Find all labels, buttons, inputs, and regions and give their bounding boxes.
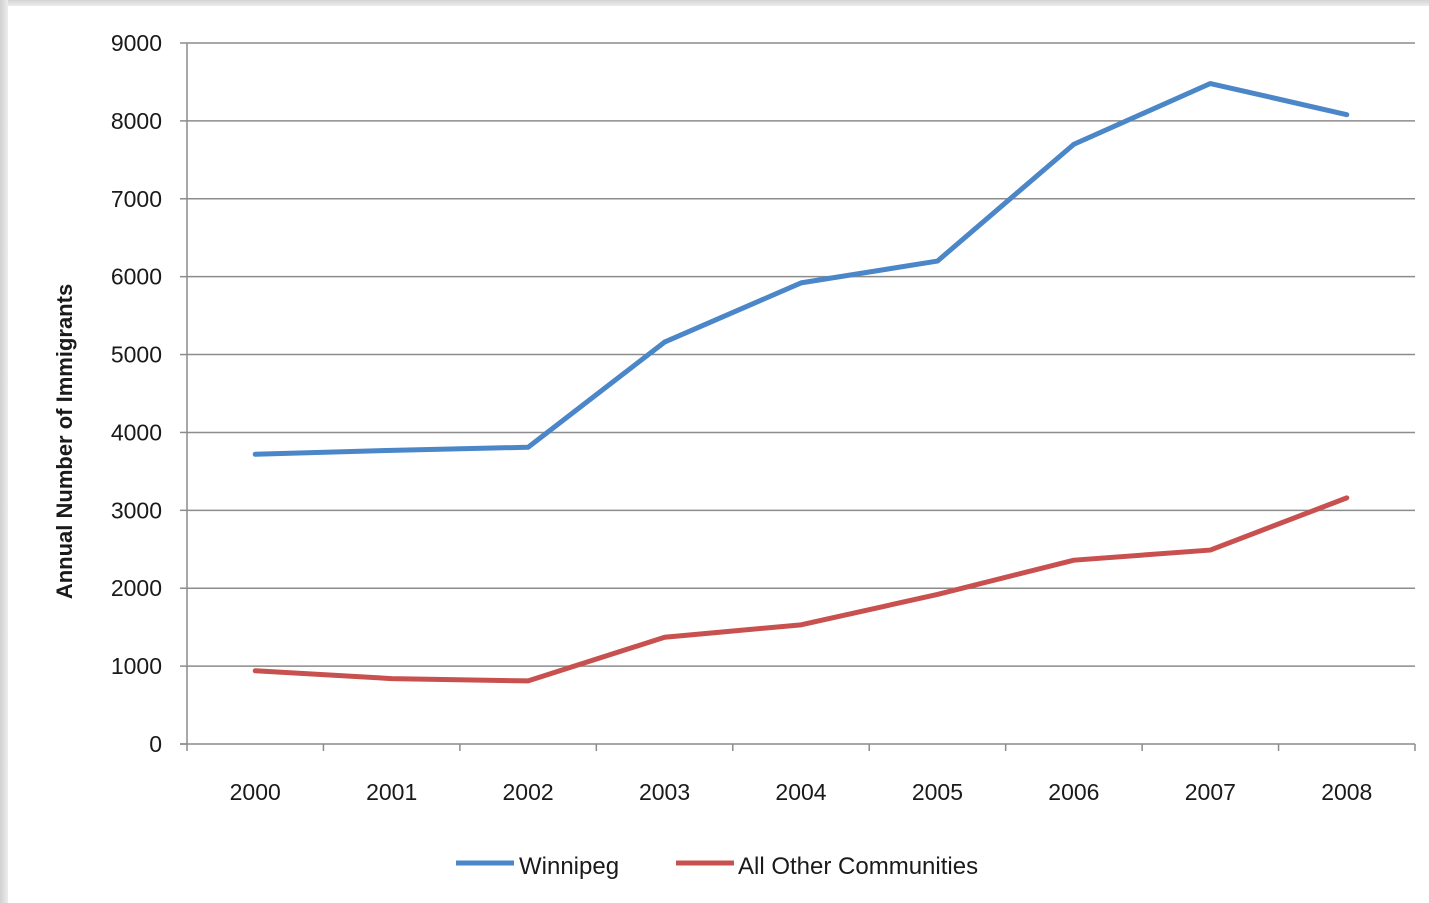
y-tick-label: 0 — [149, 731, 162, 757]
y-tick-label: 5000 — [111, 342, 162, 368]
x-tick-label: 2003 — [639, 779, 690, 805]
y-tick-label: 2000 — [111, 575, 162, 601]
legend-label-1: All Other Communities — [738, 853, 978, 880]
x-tick-label: 2007 — [1185, 779, 1236, 805]
x-tick-label: 2006 — [1048, 779, 1099, 805]
series-line-1 — [252, 495, 1350, 684]
x-tick-label: 2001 — [366, 779, 417, 805]
y-tick-label: 8000 — [111, 108, 162, 134]
legend-label-0: Winnipeg — [519, 853, 619, 880]
y-tick-label: 4000 — [111, 419, 162, 445]
y-tick-label: 7000 — [111, 186, 162, 212]
x-tick-label: 2005 — [912, 779, 963, 805]
x-tick-label: 2004 — [775, 779, 826, 805]
series-lines — [252, 81, 1350, 684]
gridlines — [187, 42, 1415, 667]
y-tick-label: 9000 — [111, 30, 162, 56]
y-tick-label: 6000 — [111, 264, 162, 290]
y-axis-title: Annual Number of Immigrants — [52, 284, 77, 599]
x-tick-label: 2000 — [230, 779, 281, 805]
y-tick-label: 3000 — [111, 497, 162, 523]
x-tick-label: 2002 — [503, 779, 554, 805]
frame-top-edge — [0, 0, 1429, 6]
axes: 0 1000 2000 3000 4000 5000 6000 7000 8000 9000 200… — [111, 30, 1416, 805]
legend: Winnipeg All Other Communities — [456, 853, 978, 880]
y-tick-label: 1000 — [111, 653, 162, 679]
x-tick-label: 2008 — [1321, 779, 1372, 805]
frame-left-edge — [0, 0, 8, 903]
series-line-0 — [252, 81, 1350, 457]
